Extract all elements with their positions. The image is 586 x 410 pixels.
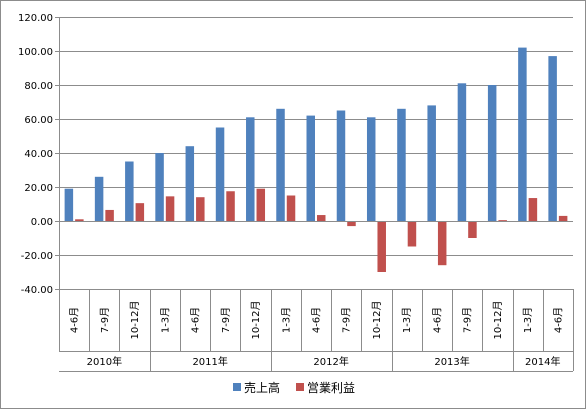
x-category-label: 1-3月 <box>159 307 171 333</box>
sales-bar-6 <box>246 117 255 221</box>
sales-bar-3 <box>155 153 164 221</box>
operating-profit-bar-7 <box>286 195 296 221</box>
x-year-label: 2013年 <box>434 355 469 368</box>
legend-swatch-operating-profit <box>296 383 304 391</box>
sales-bar-11 <box>397 108 406 221</box>
sales-bar-8 <box>306 115 315 221</box>
x-year-label: 2010年 <box>87 355 122 368</box>
operating-profit-bar-16 <box>558 215 568 221</box>
sales-bar-9 <box>336 110 346 221</box>
operating-profit-bar-1 <box>105 209 114 221</box>
x-category-label: 10-12月 <box>250 300 262 339</box>
y-tick-label: 60.00 <box>24 115 53 126</box>
operating-profit-bar-2 <box>135 203 145 221</box>
operating-profit-bar-8 <box>317 215 326 221</box>
x-category-label: 1-3月 <box>401 307 413 333</box>
x-category-label: 4-6月 <box>311 307 323 333</box>
x-axis-categories: 4-6月 7-9月 10-12月 1-3月 4-6月 7-9月 10-12月 1-3月 4-6月… <box>69 300 565 339</box>
x-year-label: 2011年 <box>192 355 227 368</box>
operating-profit-bar-5 <box>226 191 235 221</box>
x-category-label: 4-6月 <box>431 307 443 333</box>
x-category-label: 4-6月 <box>69 307 81 333</box>
operating-profit-bar-14 <box>498 220 507 221</box>
sales-bar-4 <box>185 146 195 221</box>
x-category-label: 1-3月 <box>522 307 534 333</box>
operating-profit-bar-10 <box>377 221 386 272</box>
sales-bar-13 <box>457 83 467 221</box>
legend: 売上高 営業利益 <box>233 380 355 395</box>
y-axis-ticks: -40.00 -20.00 0.00 20.00 40.00 60.00 80.00 100.… <box>18 13 59 296</box>
sales-bar-14 <box>487 85 497 221</box>
x-category-label: 1-3月 <box>280 307 292 333</box>
sales-bar-5 <box>215 127 225 221</box>
operating-profit-bar-3 <box>165 196 175 221</box>
sales-bar-10 <box>366 117 376 221</box>
legend-label-sales: 売上高 <box>244 380 280 395</box>
operating-profit-bar-6 <box>256 188 266 221</box>
x-axis-years: 2010年 2011年 2012年 2013年 2014年 <box>87 355 561 368</box>
x-category-label: 7-9月 <box>341 307 353 333</box>
y-tick-label: 0.00 <box>31 217 53 228</box>
y-tick-label: -40.00 <box>21 285 53 296</box>
x-category-label: 10-12月 <box>129 300 141 339</box>
sales-bar-12 <box>427 105 436 221</box>
sales-bar-7 <box>276 108 285 221</box>
x-category-label: 10-12月 <box>492 300 504 339</box>
y-tick-label: 40.00 <box>24 149 53 160</box>
y-tick-label: 100.00 <box>18 47 53 58</box>
operating-profit-bar-0 <box>75 219 84 221</box>
operating-profit-bar-13 <box>468 221 477 238</box>
x-category-label: 4-6月 <box>552 307 564 333</box>
x-category-label: 4-6月 <box>190 307 202 333</box>
operating-profit-bar-11 <box>407 221 417 247</box>
sales-bar-0 <box>64 188 74 221</box>
x-category-label: 7-9月 <box>220 307 232 333</box>
bars <box>64 47 568 272</box>
y-tick-label: 120.00 <box>18 13 53 24</box>
sales-bar-15 <box>518 47 527 221</box>
operating-profit-bar-12 <box>437 221 447 266</box>
sales-bar-1 <box>94 176 104 221</box>
operating-profit-bar-15 <box>528 198 538 221</box>
x-category-label: 10-12月 <box>371 300 383 339</box>
x-year-label: 2014年 <box>525 355 560 368</box>
operating-profit-bar-4 <box>196 197 205 221</box>
axes <box>59 17 574 372</box>
y-tick-label: 20.00 <box>24 183 53 194</box>
x-category-label: 7-9月 <box>99 307 111 333</box>
sales-bar-2 <box>125 161 134 221</box>
operating-profit-bar-9 <box>347 221 356 227</box>
sales-bar-16 <box>548 56 557 221</box>
x-category-label: 7-9月 <box>462 307 474 333</box>
legend-label-operating-profit: 営業利益 <box>307 381 355 395</box>
x-year-label: 2012年 <box>313 355 348 368</box>
legend-swatch-sales <box>233 383 241 391</box>
y-tick-label: 80.00 <box>24 81 53 92</box>
y-tick-label: -20.00 <box>21 251 53 262</box>
